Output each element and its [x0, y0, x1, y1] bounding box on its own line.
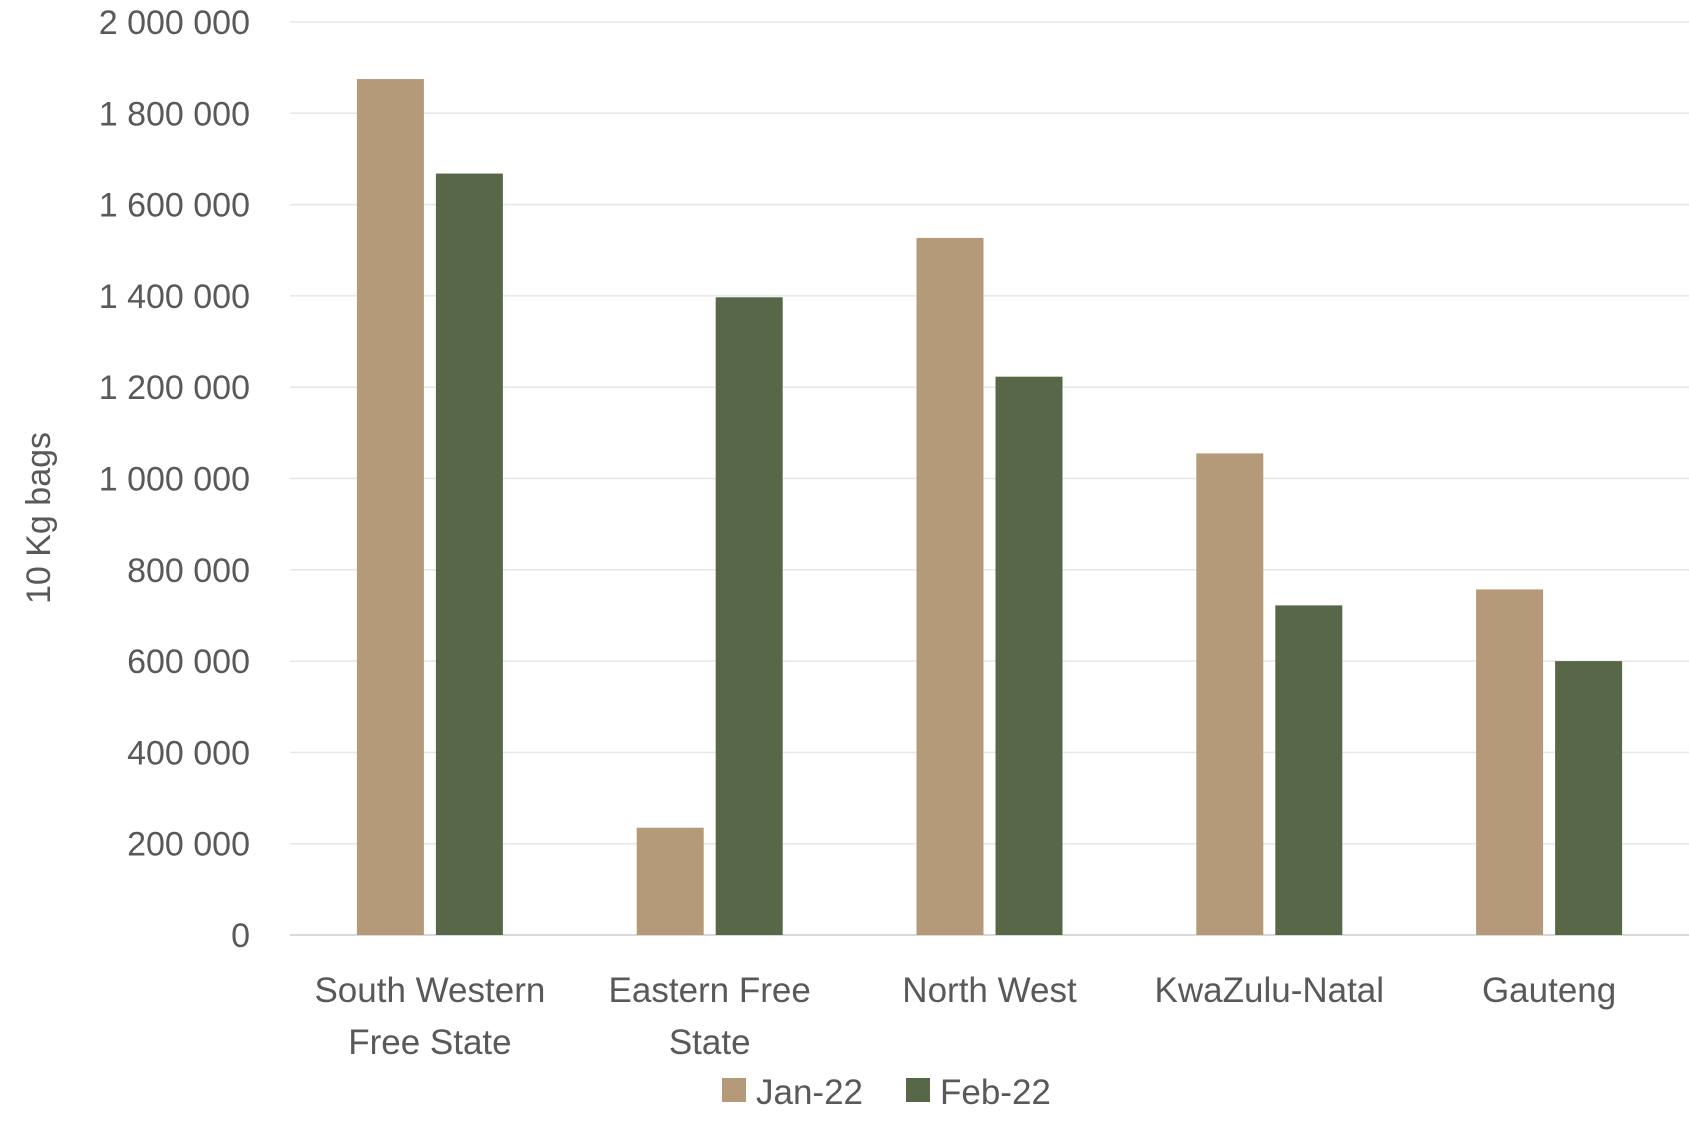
x-tick-label: North West	[902, 971, 1077, 1010]
gridlines	[290, 21, 1689, 936]
bar-jan-22-2	[916, 237, 984, 935]
y-axis-ticks: 0 200 000 400 000 600 000 800 000 1 000 000 1 …	[99, 4, 250, 955]
y-tick-label: 400 000	[127, 734, 250, 772]
y-tick-label: 2 000 000	[99, 4, 250, 42]
y-tick-label: 1 800 000	[99, 95, 250, 133]
legend-label: Jan-22	[756, 1073, 863, 1112]
y-axis-label: 10 Kg bags	[20, 432, 58, 604]
y-tick-label: 1 000 000	[99, 461, 250, 499]
legend-label: Feb-22	[940, 1073, 1051, 1112]
x-tick-label: KwaZulu-Natal	[1155, 971, 1385, 1010]
legend-swatch-feb-22	[906, 1078, 930, 1102]
x-tick-label: Free State	[348, 1023, 511, 1062]
y-tick-label: 1 400 000	[99, 278, 250, 316]
bar-jan-22-3	[1196, 453, 1264, 935]
bar-feb-22-4	[1555, 661, 1623, 935]
x-tick-label: State	[669, 1023, 751, 1062]
x-tick-label: Eastern Free	[609, 971, 811, 1010]
y-tick-label: 800 000	[127, 552, 250, 590]
y-tick-label: 1 200 000	[99, 369, 250, 407]
bar-feb-22-2	[995, 376, 1063, 935]
bar-jan-22-4	[1476, 589, 1544, 935]
y-tick-label: 600 000	[127, 643, 250, 681]
bar-jan-22-0	[356, 79, 424, 935]
x-axis-ticks: South Western Free State Eastern Free State…	[314, 971, 1616, 1062]
bar-jan-22-1	[636, 827, 704, 935]
legend-swatch-jan-22	[722, 1078, 746, 1102]
bar-feb-22-0	[435, 173, 503, 936]
y-tick-label: 1 600 000	[99, 187, 250, 225]
bar-feb-22-3	[1275, 605, 1343, 935]
bar-feb-22-1	[715, 297, 783, 935]
bars	[356, 79, 1623, 936]
legend: Jan-22 Feb-22	[722, 1073, 1051, 1112]
y-tick-label: 200 000	[127, 826, 250, 864]
y-tick-label: 0	[231, 917, 250, 955]
x-tick-label: Gauteng	[1482, 971, 1616, 1010]
x-tick-label: South Western	[314, 971, 545, 1010]
